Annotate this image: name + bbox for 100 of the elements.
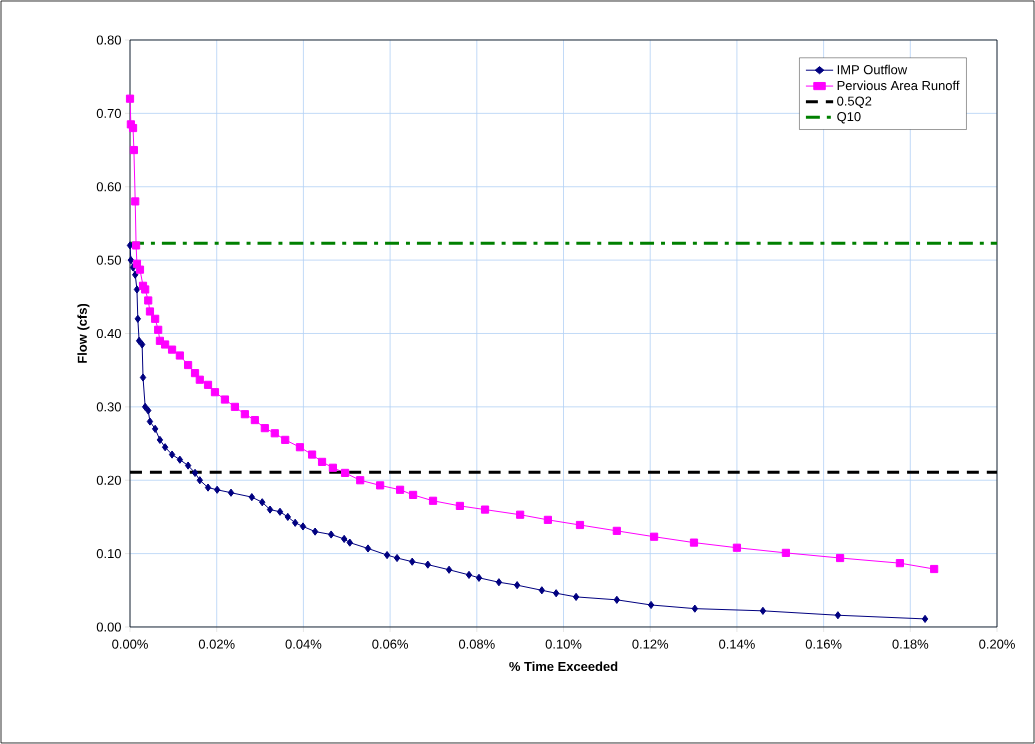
point (154, 325, 163, 334)
legend-label: Q10 (837, 112, 861, 124)
point (266, 505, 274, 514)
point (732, 543, 741, 552)
point (210, 388, 220, 397)
x-tick-label: 0.16% (805, 639, 842, 649)
y-axis-title: Flow (cfs) (77, 303, 90, 363)
x-tick-label: 0.04% (285, 639, 322, 649)
point (141, 285, 150, 294)
point (480, 505, 490, 514)
point (495, 578, 503, 587)
point (759, 606, 767, 615)
x-tick-label: 0.06% (372, 639, 409, 649)
legend-label: IMP Outflow (837, 64, 908, 75)
point (145, 307, 155, 316)
point (203, 380, 213, 389)
point (424, 560, 432, 569)
point (161, 443, 169, 452)
point (543, 515, 552, 524)
point (328, 463, 337, 472)
point (307, 450, 317, 459)
point (128, 123, 138, 133)
point (836, 553, 845, 563)
point (513, 581, 521, 590)
point (204, 483, 212, 492)
point (127, 256, 135, 265)
point (299, 522, 307, 531)
x-tick-label: 0.20% (979, 639, 1015, 649)
point (921, 614, 929, 623)
point (340, 468, 350, 477)
point (395, 485, 405, 494)
point (151, 314, 160, 323)
point (281, 435, 290, 444)
point (689, 538, 699, 547)
point (475, 573, 483, 582)
point (161, 340, 170, 349)
point (220, 395, 230, 404)
point (196, 476, 203, 485)
point (135, 265, 145, 274)
x-tick-label: 0.14% (719, 639, 755, 649)
point (259, 498, 266, 507)
y-tick-label: 0.50 (96, 255, 121, 265)
point (356, 476, 365, 485)
point (317, 457, 327, 466)
y-tick-label: 0.30 (96, 402, 121, 412)
point (409, 490, 418, 499)
point (364, 544, 372, 553)
y-tick-label: 0.40 (96, 328, 121, 339)
y-tick-label: 0.60 (96, 182, 121, 192)
point (270, 429, 279, 438)
point (184, 360, 193, 370)
point (895, 559, 904, 568)
point (376, 481, 385, 490)
point (552, 589, 560, 598)
point (131, 197, 140, 206)
point (291, 518, 299, 527)
point (393, 553, 401, 563)
point (134, 314, 141, 323)
point (129, 145, 138, 155)
point (409, 557, 416, 566)
y-tick-label: 0.10 (96, 549, 121, 559)
point (139, 373, 147, 382)
point (230, 402, 239, 411)
point (144, 296, 153, 305)
point (146, 417, 154, 426)
y-tick-label: 0.00 (96, 622, 121, 632)
point (276, 507, 284, 516)
y-tick-label: 0.20 (96, 475, 121, 485)
point (428, 496, 438, 505)
y-tick-label: 0.70 (96, 108, 121, 118)
point (168, 450, 176, 459)
x-tick-label: 0.00% (112, 639, 148, 649)
point (455, 501, 464, 510)
point (167, 345, 177, 354)
point (538, 586, 546, 595)
point (445, 565, 453, 574)
point (184, 461, 192, 470)
point (133, 285, 141, 294)
point (647, 600, 655, 610)
point (930, 564, 939, 574)
point (250, 415, 259, 425)
point (191, 468, 199, 477)
point (248, 493, 256, 502)
point (195, 375, 204, 384)
point (781, 548, 790, 557)
point (465, 570, 473, 579)
point (650, 532, 659, 541)
point (327, 530, 335, 539)
point (151, 424, 159, 433)
point (138, 340, 146, 349)
point (260, 424, 269, 433)
point (834, 611, 842, 620)
point (612, 526, 621, 535)
point (131, 241, 141, 250)
point (295, 443, 305, 452)
y-tick-label: 0.80 (96, 35, 121, 45)
point (346, 538, 353, 547)
legend-label: 0.5Q2 (837, 96, 872, 108)
x-tick-label: 0.02% (198, 639, 235, 649)
point (691, 604, 699, 613)
